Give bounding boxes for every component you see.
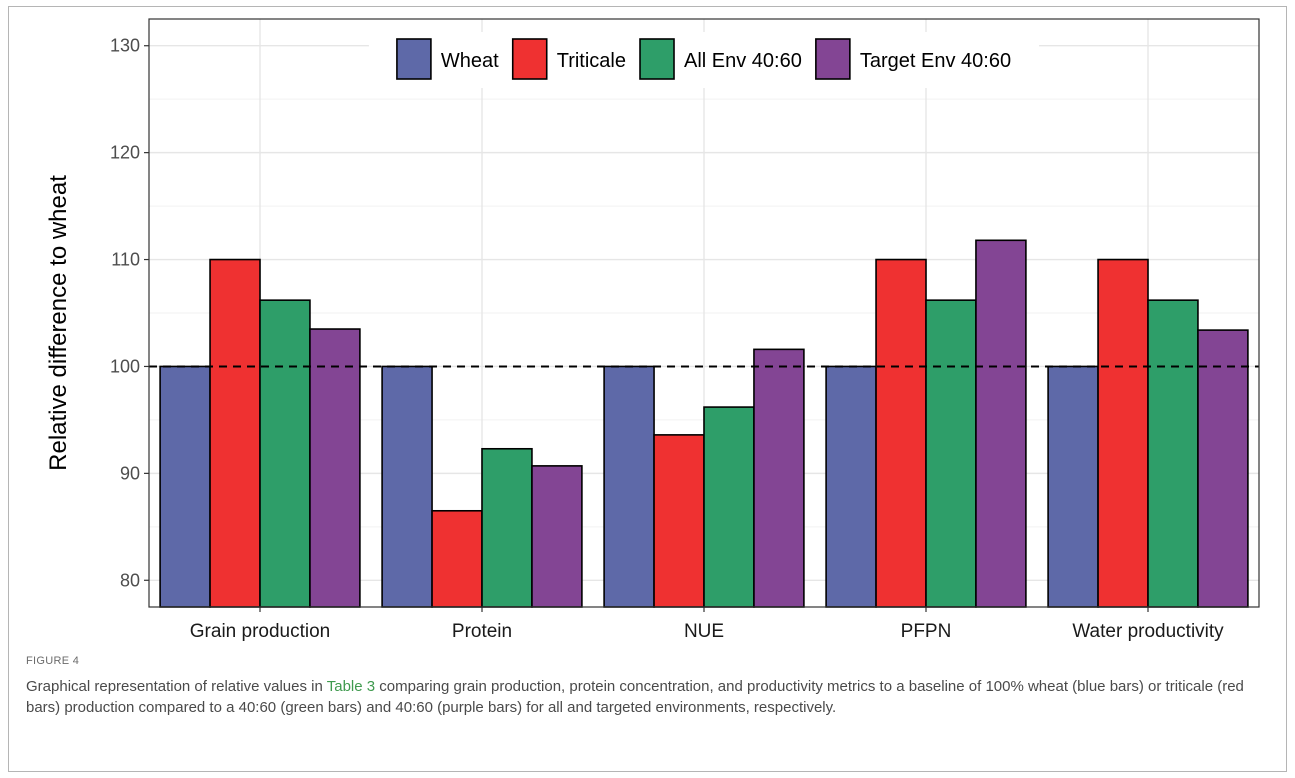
legend-label: Target Env 40:60: [860, 50, 1011, 72]
y-tick-label: 130: [110, 36, 140, 56]
legend-background: [368, 32, 1040, 88]
bar: [975, 239, 1027, 608]
table-3-link[interactable]: Table 3: [326, 678, 376, 695]
legend-swatch: [396, 38, 432, 80]
bar: [209, 258, 261, 608]
legend-swatch: [511, 38, 548, 80]
bar: [259, 299, 311, 608]
x-tick-label: Protein: [452, 621, 512, 642]
bar: [653, 434, 705, 608]
bar: [875, 258, 927, 608]
bar: [481, 447, 533, 608]
y-tick-label: 90: [120, 463, 140, 483]
x-tick-label: NUE: [684, 621, 724, 642]
bar: [603, 365, 655, 608]
figure-caption: Graphical representation of relative val…: [26, 676, 1271, 718]
caption-text-start: Graphical representation of relative val…: [26, 678, 327, 695]
x-tick-label: Grain production: [190, 621, 330, 642]
figure-label: FIGURE 4: [26, 655, 80, 667]
bar: [1047, 365, 1099, 608]
bar: [1097, 258, 1149, 608]
x-tick-label: Water productivity: [1072, 621, 1224, 642]
bar: [531, 465, 583, 608]
bar: [381, 365, 433, 608]
legend-swatch: [815, 38, 851, 80]
y-tick-label: 80: [120, 570, 140, 590]
bar: [753, 348, 805, 608]
legend-swatch: [639, 38, 675, 80]
bar: [925, 299, 977, 608]
legend-label: All Env 40:60: [684, 50, 802, 72]
legend-label: Triticale: [557, 50, 626, 72]
x-tick-label: PFPN: [901, 621, 952, 642]
figure-frame: [8, 6, 1287, 772]
bar: [1197, 329, 1249, 608]
y-tick-label: 110: [111, 250, 140, 270]
bar-chart: 80 90 100 110 120 130 Grain production Protein N…: [45, 18, 1260, 642]
legend-label: Wheat: [441, 50, 499, 72]
y-axis-label: Relative difference to wheat: [45, 175, 72, 471]
y-tick-label: 100: [110, 356, 140, 376]
bar: [159, 365, 211, 608]
bars: [159, 239, 1249, 608]
caption-text-end: comparing grain production, protein conc…: [26, 678, 1244, 716]
bar: [431, 509, 483, 608]
bar: [309, 328, 361, 608]
legend: Wheat Triticale All Env 40:60 Target Env 40…: [368, 32, 1040, 88]
bar: [703, 406, 755, 608]
bar: [1147, 299, 1199, 608]
bar: [825, 365, 877, 608]
axes: 80 90 100 110 120 130 Grain production Protein N…: [110, 18, 1260, 642]
y-tick-label: 120: [110, 143, 140, 163]
